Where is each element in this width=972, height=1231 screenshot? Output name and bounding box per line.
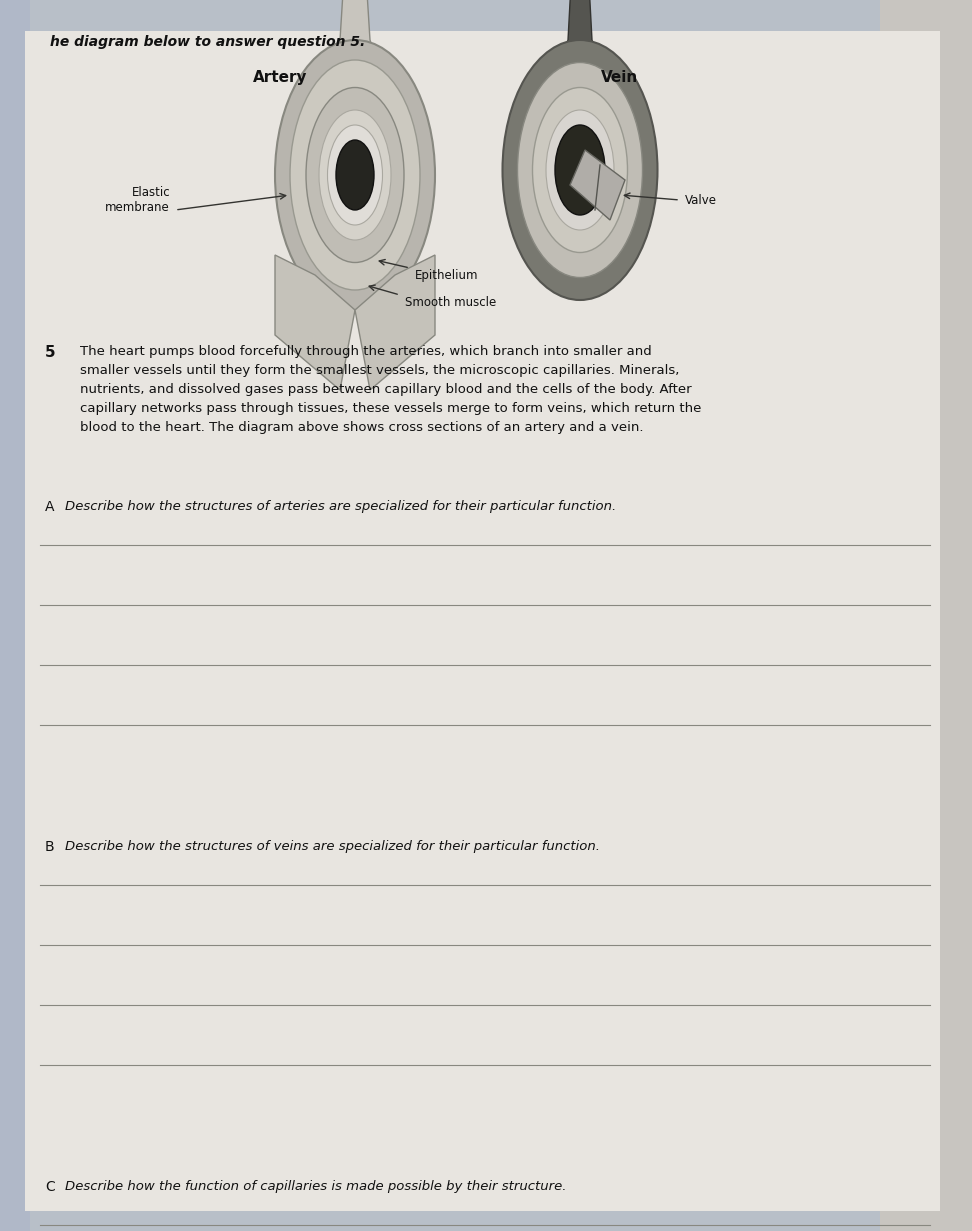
Ellipse shape: [517, 63, 642, 277]
Text: Vein: Vein: [602, 70, 639, 85]
Polygon shape: [275, 255, 355, 390]
Text: Describe how the structures of arteries are specialized for their particular fun: Describe how the structures of arteries …: [65, 500, 616, 513]
Ellipse shape: [336, 140, 374, 211]
Ellipse shape: [546, 110, 614, 230]
Text: C: C: [45, 1181, 54, 1194]
Text: Describe how the structures of veins are specialized for their particular functi: Describe how the structures of veins are…: [65, 840, 600, 853]
Text: Valve: Valve: [685, 193, 717, 207]
Ellipse shape: [328, 126, 383, 225]
Bar: [880, 0, 972, 1231]
Text: Describe how the function of capillaries is made possible by their structure.: Describe how the function of capillaries…: [65, 1181, 567, 1193]
Text: The heart pumps blood forcefully through the arteries, which branch into smaller: The heart pumps blood forcefully through…: [80, 345, 702, 435]
Polygon shape: [355, 255, 435, 390]
Text: A: A: [45, 500, 54, 515]
Text: Smooth muscle: Smooth muscle: [405, 295, 497, 309]
Text: Elastic
membrane: Elastic membrane: [105, 186, 170, 214]
Polygon shape: [325, 0, 385, 85]
Ellipse shape: [555, 126, 605, 215]
Polygon shape: [555, 0, 605, 80]
Text: 5: 5: [45, 345, 55, 359]
Polygon shape: [570, 150, 625, 220]
Ellipse shape: [290, 60, 420, 291]
Text: B: B: [45, 840, 54, 854]
Text: Epithelium: Epithelium: [415, 268, 478, 282]
Text: Artery: Artery: [253, 70, 307, 85]
Bar: [0, 0, 30, 1231]
Ellipse shape: [533, 87, 628, 252]
Ellipse shape: [319, 110, 391, 240]
Ellipse shape: [503, 39, 657, 300]
Ellipse shape: [306, 87, 404, 262]
Text: he diagram below to answer question 5.: he diagram below to answer question 5.: [50, 34, 365, 49]
Ellipse shape: [275, 39, 435, 310]
